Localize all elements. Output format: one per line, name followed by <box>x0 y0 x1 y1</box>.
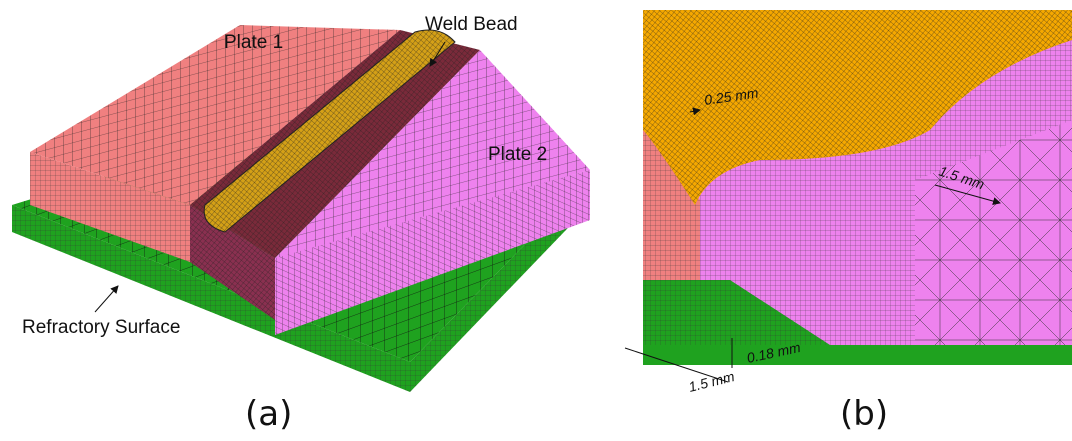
panel-a: Plate 1 Weld Bead Plate 2 Refractory Sur… <box>12 14 590 434</box>
panel-b: 0.25 mm 1.5 mm 0.18 mm 1.5 mm (b) <box>625 10 1072 434</box>
caption: (b) <box>840 394 888 434</box>
arrow <box>95 286 118 312</box>
label: Refractory Surface <box>22 317 180 338</box>
label: Plate 1 <box>224 32 283 53</box>
label: Plate 2 <box>488 144 547 165</box>
caption: (a) <box>245 394 292 434</box>
figure: Plate 1 Weld Bead Plate 2 Refractory Sur… <box>0 0 1072 441</box>
dimension: 1.5 mm <box>687 368 736 395</box>
label: Weld Bead <box>425 14 518 35</box>
